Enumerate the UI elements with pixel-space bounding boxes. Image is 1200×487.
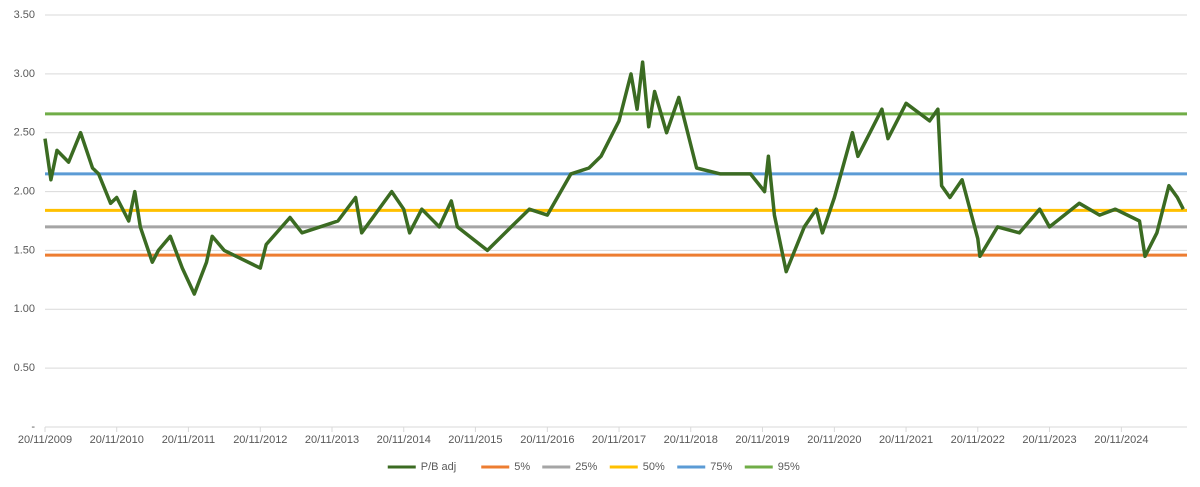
legend-label: 25% — [575, 461, 597, 473]
legend-label: 50% — [643, 461, 665, 473]
x-tick-label: 20/11/2011 — [162, 434, 215, 446]
x-tick-label: 20/11/2009 — [18, 434, 72, 446]
x-tick-label: 20/11/2016 — [520, 434, 574, 446]
legend-label: P/B adj — [421, 461, 456, 473]
x-tick-label: 20/11/2020 — [807, 434, 861, 446]
y-tick-label: 1.00 — [14, 303, 35, 315]
x-tick-label: 20/11/2012 — [233, 434, 287, 446]
x-tick-label: 20/11/2024 — [1094, 434, 1148, 446]
y-tick-label: - — [31, 421, 35, 433]
y-tick-label: 2.50 — [14, 127, 35, 139]
y-tick-label: 3.00 — [14, 68, 35, 80]
x-tick-label: 20/11/2014 — [377, 434, 431, 446]
data-line — [43, 60, 1185, 296]
x-tick-label: 20/11/2010 — [90, 434, 144, 446]
legend-label: 95% — [778, 461, 800, 473]
legend-label: 5% — [514, 461, 530, 473]
x-tick-label: 20/11/2017 — [592, 434, 646, 446]
y-tick-label: 3.50 — [14, 9, 35, 21]
y-tick-label: 2.00 — [14, 185, 35, 197]
x-tick-label: 20/11/2018 — [664, 434, 718, 446]
legend-label: 75% — [710, 461, 732, 473]
x-tick-label: 20/11/2021 — [879, 434, 933, 446]
y-tick-label: 1.50 — [14, 244, 35, 256]
x-tick-label: 20/11/2022 — [951, 434, 1005, 446]
x-tick-label: 20/11/2019 — [735, 434, 789, 446]
x-tick-label: 20/11/2013 — [305, 434, 359, 446]
y-tick-label: 0.50 — [14, 362, 35, 374]
x-tick-label: 20/11/2023 — [1022, 434, 1076, 446]
x-tick-label: 20/11/2015 — [448, 434, 502, 446]
